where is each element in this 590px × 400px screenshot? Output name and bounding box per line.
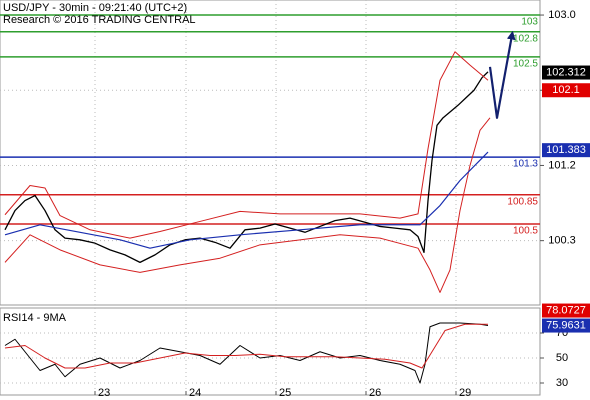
price-marker (542, 303, 590, 318)
y-tick-label: 100.3 (548, 235, 576, 247)
x-tick-label: 26 (369, 387, 381, 399)
price-marker-label: 75.9631 (546, 319, 586, 331)
level-label: 102.8 (513, 33, 538, 44)
price-marker-label: 102.1 (552, 84, 580, 96)
line (4, 117, 491, 293)
line (4, 151, 489, 249)
price-marker-label: 101.383 (546, 144, 586, 156)
level-label: 102.5 (513, 58, 538, 69)
price-marker (542, 143, 590, 158)
line (4, 322, 489, 384)
price-marker-label: 102.312 (546, 66, 586, 78)
chart-subtitle: Research © 2016 TRADING CENTRAL (3, 14, 196, 26)
y-tick-label: 30 (556, 377, 568, 389)
level-label: 100.85 (507, 196, 538, 207)
level-label: 100.5 (513, 226, 538, 237)
price-panel (0, 0, 541, 306)
y-tick-label: 101.2 (548, 159, 576, 171)
price-marker-label: 78.0727 (546, 304, 586, 316)
chart-title: RSI14 - 9MA (3, 312, 67, 324)
line (4, 323, 488, 369)
x-tick-label: 25 (279, 387, 291, 399)
chart-title: USD/JPY - 30min - 09:21:40 (UTC+2) (3, 2, 187, 14)
level-label: 101.3 (513, 159, 538, 170)
price-marker (542, 65, 590, 80)
y-tick-label: 50 (556, 352, 568, 364)
rsi-panel (0, 307, 541, 396)
line (4, 71, 489, 264)
line (488, 30, 516, 119)
price-marker (542, 83, 590, 98)
x-tick-label: 29 (459, 387, 471, 399)
x-tick-label: 23 (98, 387, 110, 399)
price-marker (542, 318, 590, 333)
y-tick-label: 103.0 (548, 9, 576, 21)
line (4, 51, 489, 239)
x-tick-label: 24 (189, 387, 201, 399)
level-label: 103 (521, 17, 538, 28)
